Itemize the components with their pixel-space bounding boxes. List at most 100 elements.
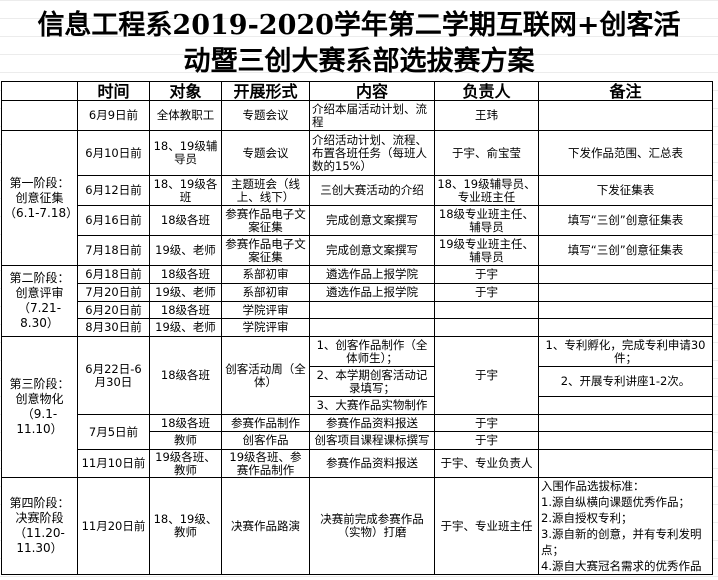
cell — [1, 100, 78, 131]
table-row: 7月20日前 19级、老师 系部初审 遴选作品上报学院 于宇 — [2, 283, 713, 302]
cell: 6月20日前 — [77, 301, 150, 319]
cell: 介绍本届活动计划、流程 — [309, 100, 435, 131]
cell: 三创大赛活动的介绍 — [309, 175, 435, 206]
criteria-line: 1.源自纵横向课题优秀作品； — [541, 495, 690, 509]
table-row: 11月10日前 19级各班、教师 19级各班、参赛作品制作 参赛作品资料报送 于… — [2, 449, 713, 478]
cell — [309, 301, 435, 319]
cell: 于宇 — [434, 414, 539, 432]
cell: 6月18日前 — [77, 265, 150, 284]
cell: 参赛作品电子文案征集 — [221, 235, 310, 266]
cell: 于宇、专业班主任 — [434, 477, 539, 575]
cell — [538, 100, 713, 131]
cell: 参赛作品电子文案征集 — [221, 205, 310, 236]
cell: 1、专利孵化，完成专利申请30件； — [538, 336, 713, 367]
cell: 系部初审 — [221, 283, 310, 302]
cell: 完成创意文案撰写 — [309, 235, 435, 266]
cell: 6月10日前 — [77, 130, 150, 176]
cell: 7月5日前 — [77, 414, 150, 450]
cell: 决赛作品路演 — [221, 477, 310, 575]
cell: 于宇 — [434, 265, 539, 284]
cell: 介绍活动计划、流程、布置各班任务（每班人数的15%） — [309, 130, 435, 176]
header-target: 对象 — [149, 81, 222, 101]
table-row: 2、本学期创客活动记录填写； 2、开展专利讲座1-2次。 — [2, 366, 713, 397]
cell: 18级各班 — [149, 336, 222, 415]
header-remark: 备注 — [538, 81, 713, 101]
cell — [538, 396, 713, 415]
cell: 于宇、专业负责人 — [434, 449, 539, 478]
header-content: 内容 — [309, 81, 435, 101]
table-row: 7月5日前 18级各班 参赛作品制作 参赛作品资料报送 于宇 — [2, 414, 713, 450]
criteria-line: 2.源自授权专利； — [541, 511, 633, 525]
cell: 11月20日前 — [77, 477, 150, 575]
table-row: 第三阶段：创意物化（9.1-11.10） 6月22日-6月30日 18级各班 创… — [1, 336, 713, 478]
cell: 1、创客作品制作（全体师生）； — [309, 336, 435, 367]
header-stage — [1, 81, 78, 101]
cell: 7月18日前 — [77, 235, 150, 266]
cell — [434, 301, 539, 319]
cell: 完成创意文案撰写 — [309, 205, 435, 236]
cell: 遴选作品上报学院 — [309, 265, 435, 284]
header-form: 开展形式 — [221, 81, 310, 101]
table-row: 7月18日前 19级、老师 参赛作品电子文案征集 完成创意文案撰写 19级专业班… — [2, 235, 713, 266]
stage-cell: 第二阶段：创意评审（7.21-8.30） — [1, 265, 78, 337]
title-line-1: 信息工程系2019-2020学年第二学期互联网+创客活 — [37, 10, 681, 41]
cell: 学院评审 — [221, 318, 310, 337]
cell: 下发作品范围、汇总表 — [538, 130, 713, 176]
cell: 于宇 — [434, 431, 539, 450]
table-row: 6月20日前 18级各班 学院评审 — [2, 301, 713, 319]
table-row: 教师 创客作品 创客项目课程课标撰写 于宇 — [2, 431, 713, 450]
cell — [434, 318, 539, 337]
cell: 于宇、俞宝莹 — [434, 130, 539, 176]
cell: 于宇 — [434, 336, 539, 415]
cell — [538, 283, 713, 302]
header-time: 时间 — [77, 81, 150, 101]
cell: 19级各班、教师 — [149, 449, 222, 478]
header-row: 时间 对象 开展形式 内容 负责人 备注 — [1, 81, 713, 101]
cell: 创客作品 — [221, 431, 310, 450]
cell: 学院评审 — [221, 301, 310, 319]
cell — [538, 318, 713, 337]
title-line-2: 动暨三创大赛系部选拔赛方案 — [183, 46, 535, 77]
cell: 创客项目课程课标撰写 — [309, 431, 435, 450]
cell: 2、本学期创客活动记录填写； — [309, 366, 435, 397]
cell — [538, 431, 713, 450]
header-owner: 负责人 — [434, 81, 539, 101]
table-row: 8月30日前 19级、老师 学院评审 — [2, 318, 713, 337]
table-row: 第二阶段：创意评审（7.21-8.30） 6月18日前 18级各班 系部初审 遴… — [1, 265, 713, 337]
cell: 18、19级辅导员、专业班主任 — [434, 175, 539, 206]
cell: 18级各班 — [149, 265, 222, 284]
cell: 填写“三创”创意征集表 — [538, 235, 713, 266]
table-row: 6月9日前 全体教职工 专题会议 介绍本届活动计划、流程 王玮 — [1, 100, 713, 131]
cell: 填写“三创”创意征集表 — [538, 205, 713, 236]
table-row: 第四阶段：决赛阶段（11.20-11.30） 11月20日前 18、19级、教师… — [1, 477, 713, 575]
cell: 于宇 — [434, 283, 539, 302]
cell — [538, 265, 713, 284]
selection-criteria-cell: 入围作品选拔标准： 1.源自纵横向课题优秀作品； 2.源自授权专利； 3.源自新… — [538, 477, 713, 575]
cell: 18、19级各班 — [149, 175, 222, 206]
cell: 18级各班 — [149, 205, 222, 236]
cell: 6月9日前 — [77, 100, 150, 131]
cell: 系部初审 — [221, 265, 310, 284]
criteria-line: 4.源自大赛冠名需求的优秀作品 — [541, 559, 702, 573]
cell: 19级各班、参赛作品制作 — [221, 449, 310, 478]
cell — [538, 301, 713, 319]
cell: 19级、老师 — [149, 235, 222, 266]
cell: 下发征集表 — [538, 175, 713, 206]
table-row: 6月12日前 18、19级各班 主题班会（线上、线下） 三创大赛活动的介绍 18… — [2, 175, 713, 206]
cell: 创客活动周（全体） — [221, 336, 310, 415]
cell: 主题班会（线上、线下） — [221, 175, 310, 206]
cell: 19级、老师 — [149, 318, 222, 337]
cell: 专题会议 — [221, 100, 310, 131]
cell: 参赛作品资料报送 — [309, 414, 435, 432]
cell: 专题会议 — [221, 130, 310, 176]
cell: 决赛前完成参赛作品（实物）打磨 — [309, 477, 435, 575]
cell: 18级专业班主任、辅导员 — [434, 205, 539, 236]
cell: 遴选作品上报学院 — [309, 283, 435, 302]
cell: 19级、老师 — [149, 283, 222, 302]
cell: 3、大赛作品实物制作 — [309, 396, 435, 415]
cell — [309, 318, 435, 337]
cell: 教师 — [149, 431, 222, 450]
cell: 18级各班 — [149, 301, 222, 319]
cell: 18、19级辅导员 — [149, 130, 222, 176]
cell — [538, 414, 713, 432]
